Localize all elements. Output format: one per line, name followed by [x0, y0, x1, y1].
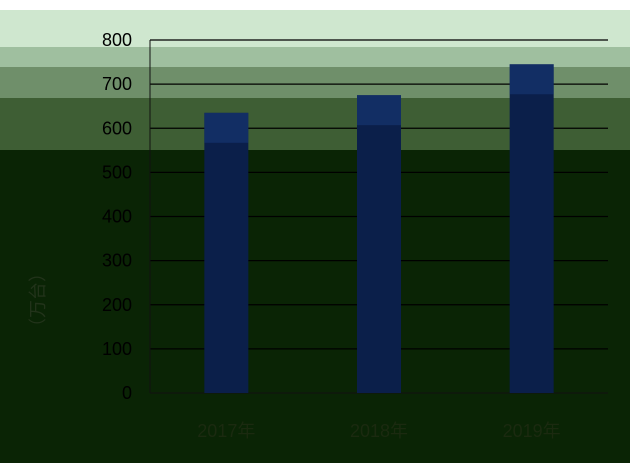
y-tick-label: 300 [102, 251, 132, 271]
overlay-band [0, 10, 630, 47]
y-tick-label: 200 [102, 295, 132, 315]
bars [204, 64, 554, 394]
y-tick-label: 100 [102, 339, 132, 359]
overlay-band [0, 47, 630, 67]
y-tick-label: 800 [102, 30, 132, 50]
x-category-label: 2019年 [503, 421, 561, 441]
bar-top-highlight [204, 112, 249, 143]
x-category-labels: 2017年 2018年 2019年 [197, 421, 560, 441]
y-tick-label: 400 [102, 207, 132, 227]
bar-2019年 [509, 64, 554, 394]
x-category-label: 2017年 [197, 421, 255, 441]
bar-top-highlight [357, 95, 401, 126]
y-tick-label: 700 [102, 74, 132, 94]
y-tick-label: 500 [102, 162, 132, 182]
y-tick-labels: 0 100 200 300 400 500 600 700 800 [102, 30, 132, 403]
bar-top-highlight [509, 64, 554, 95]
bar-2017年 [204, 112, 249, 394]
y-axis-label: （万台） [28, 264, 48, 336]
y-tick-label: 0 [122, 383, 132, 403]
x-category-label: 2018年 [350, 421, 408, 441]
y-tick-label: 600 [102, 118, 132, 138]
bar-2018年 [357, 95, 401, 393]
